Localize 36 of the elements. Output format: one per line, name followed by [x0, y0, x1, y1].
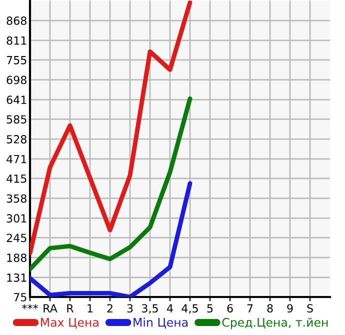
x-tick-label: *** — [22, 304, 38, 310]
x-tick-label: 4,5 — [182, 304, 198, 314]
y-tick-label: 245 — [6, 234, 26, 242]
y-tick-label: 131 — [7, 273, 26, 282]
x-tick-label: 4 — [167, 304, 173, 312]
y-tick-label: 698 — [6, 76, 26, 84]
legend-label: Сред.Цена, т.йен — [222, 318, 328, 330]
x-tick-label: 2 — [107, 304, 112, 312]
x-tick-label: 1 — [88, 304, 93, 312]
y-tick-label: 301 — [6, 214, 26, 223]
x-tick-label: 7 — [247, 304, 253, 312]
line-series — [30, 0, 192, 256]
y-tick-label: 641 — [6, 96, 26, 104]
x-tick-label: 6 — [227, 304, 233, 313]
y-tick-label: 75 — [14, 293, 26, 302]
x-tick-label: R — [67, 304, 74, 312]
line-series — [30, 181, 192, 297]
y-tick-label: 528 — [6, 135, 26, 144]
x-tick-label: 5 — [207, 304, 213, 313]
x-tick-label: RA — [44, 304, 58, 312]
legend-label: Max Цена — [41, 318, 98, 328]
y-tick-label: 415 — [6, 174, 26, 183]
y-tick-label: 358 — [6, 194, 26, 203]
y-tick-label: 811 — [6, 36, 26, 45]
y-tick-label: 585 — [6, 115, 26, 124]
line-series — [30, 96, 192, 272]
x-tick-label: 3 — [127, 304, 133, 313]
legend-label: Min Цена — [134, 318, 188, 328]
x-tick-label: S — [307, 304, 313, 313]
y-tick-label: 188 — [7, 254, 26, 262]
y-tick-label: 755 — [6, 56, 26, 64]
x-tick-label: 3,5 — [142, 304, 158, 314]
x-tick-label: 8 — [267, 304, 273, 313]
x-tick-label: 9 — [287, 304, 293, 313]
y-tick-label: 868 — [6, 16, 26, 25]
y-tick-label: 471 — [6, 155, 26, 164]
